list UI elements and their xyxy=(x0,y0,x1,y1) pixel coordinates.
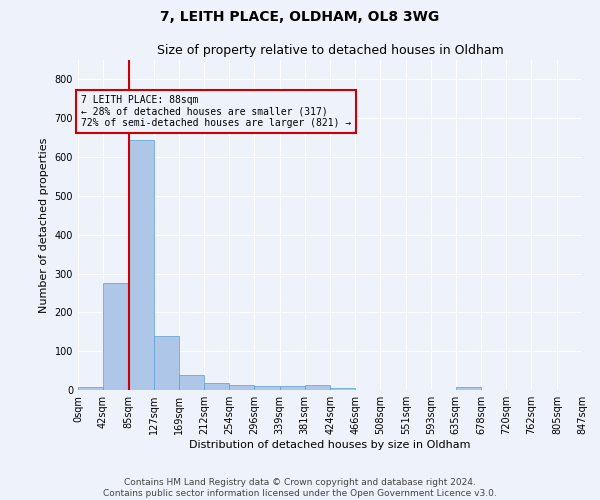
Title: Size of property relative to detached houses in Oldham: Size of property relative to detached ho… xyxy=(157,44,503,58)
Bar xyxy=(254,386,280,390)
Y-axis label: Number of detached properties: Number of detached properties xyxy=(39,138,49,312)
Bar xyxy=(128,140,154,390)
Bar xyxy=(78,387,103,390)
Bar xyxy=(330,388,355,390)
X-axis label: Distribution of detached houses by size in Oldham: Distribution of detached houses by size … xyxy=(189,440,471,450)
Bar xyxy=(179,375,204,390)
Bar xyxy=(229,386,254,390)
Bar xyxy=(305,386,330,390)
Bar xyxy=(154,336,179,390)
Text: Contains HM Land Registry data © Crown copyright and database right 2024.
Contai: Contains HM Land Registry data © Crown c… xyxy=(103,478,497,498)
Bar xyxy=(204,383,229,390)
Bar xyxy=(456,387,481,390)
Text: 7, LEITH PLACE, OLDHAM, OL8 3WG: 7, LEITH PLACE, OLDHAM, OL8 3WG xyxy=(160,10,440,24)
Bar xyxy=(103,283,128,390)
Bar xyxy=(280,386,305,390)
Text: 7 LEITH PLACE: 88sqm
← 28% of detached houses are smaller (317)
72% of semi-deta: 7 LEITH PLACE: 88sqm ← 28% of detached h… xyxy=(81,95,351,128)
